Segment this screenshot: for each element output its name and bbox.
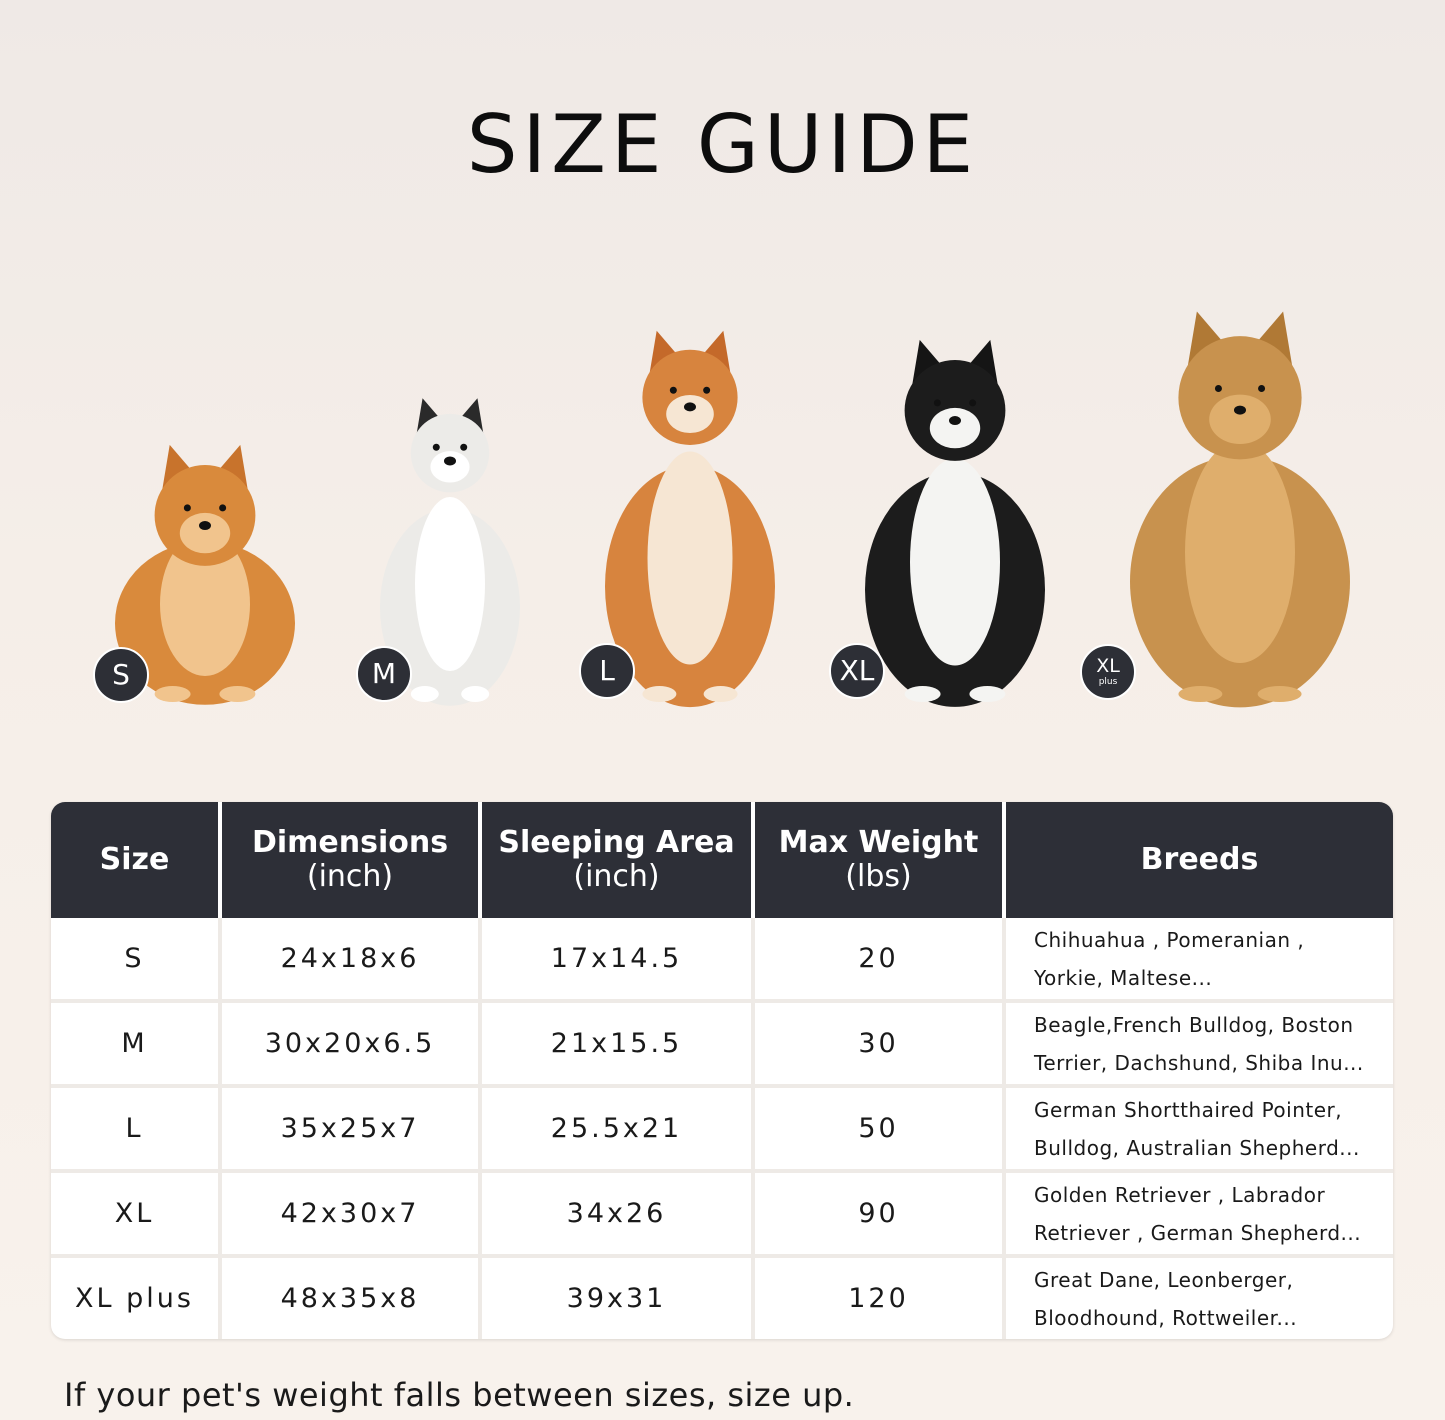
dog-0 — [115, 444, 295, 705]
table-row: XL 42x30x7 34x26 90 Golden Retriever , Labra… — [51, 1169, 1393, 1254]
cell-size: S — [51, 918, 222, 999]
column-header: Breeds — [1006, 802, 1393, 918]
table-body: S 24x18x6 17x14.5 20 Chihuahua , Pomeranian … — [51, 918, 1393, 1339]
breeds-line: Beagle,French Bulldog, Boston — [1034, 1012, 1354, 1037]
dog-3 — [865, 339, 1045, 707]
breeds-line: Retriever , German Shepherd... — [1034, 1220, 1362, 1245]
cell-max-weight: 50 — [755, 1084, 1006, 1169]
column-header: Dimensions (inch) — [222, 802, 482, 918]
breeds-line: Golden Retriever , Labrador — [1034, 1182, 1326, 1207]
cell-breeds: Beagle,French Bulldog, Boston Terrier, Da… — [1006, 999, 1393, 1084]
header-line: Breeds — [1140, 841, 1259, 877]
table-row: M 30x20x6.5 21x15.5 30 Beagle,French Bulldog… — [51, 999, 1393, 1084]
cell-max-weight: 90 — [755, 1169, 1006, 1254]
badge-label: M — [371, 657, 397, 690]
cell-sleeping-area: 21x15.5 — [482, 999, 755, 1084]
cell-dimensions: 24x18x6 — [222, 918, 482, 999]
cell-dimensions: 48x35x8 — [222, 1254, 482, 1339]
breeds-line: Terrier, Dachshund, Shiba Inu... — [1034, 1050, 1364, 1075]
dog-4 — [1130, 311, 1350, 708]
size-badge: M — [356, 646, 412, 702]
table-header-row: Size Dimensions (inch) Sleeping Area (inch) M… — [51, 802, 1393, 918]
breeds-line: Bloodhound, Rottweiler... — [1034, 1305, 1298, 1330]
size-badge: S — [93, 647, 149, 703]
cell-size: XL — [51, 1169, 222, 1254]
cell-breeds: Golden Retriever , Labrador Retriever , G… — [1006, 1169, 1393, 1254]
cell-dimensions: 42x30x7 — [222, 1169, 482, 1254]
badge-sublabel: plus — [1098, 677, 1118, 687]
breeds-line: Chihuahua , Pomeranian , — [1034, 927, 1305, 952]
badge-label: XL — [839, 654, 875, 687]
dog-1 — [380, 398, 520, 706]
size-badge: XL plus — [1080, 644, 1136, 700]
dog-2 — [605, 330, 775, 708]
cell-size: L — [51, 1084, 222, 1169]
cell-sleeping-area: 39x31 — [482, 1254, 755, 1339]
size-badge: L — [579, 643, 635, 699]
cell-max-weight: 120 — [755, 1254, 1006, 1339]
size-table: Size Dimensions (inch) Sleeping Area (inch) M… — [51, 802, 1393, 1339]
breeds-line: Bulldog, Australian Shepherd... — [1034, 1135, 1360, 1160]
cell-max-weight: 30 — [755, 999, 1006, 1084]
header-line: Dimensions — [251, 824, 449, 860]
header-unit: (inch) — [573, 859, 660, 894]
table-row: L 35x25x7 25.5x21 50 German Shortthaired Poi… — [51, 1084, 1393, 1169]
header-unit: (inch) — [306, 859, 394, 894]
cell-breeds: Great Dane, Leonberger, Bloodhound, Rottw… — [1006, 1254, 1393, 1339]
cell-sleeping-area: 25.5x21 — [482, 1084, 755, 1169]
badge-label: L — [599, 654, 615, 687]
breeds-line: German Shortthaired Pointer, — [1034, 1097, 1343, 1122]
badge-label: XL — [1096, 655, 1120, 677]
header-line: Max Weight — [778, 824, 979, 860]
column-header: Sleeping Area (inch) — [482, 802, 755, 918]
breeds-line: Yorkie, Maltese... — [1034, 965, 1213, 990]
cell-dimensions: 35x25x7 — [222, 1084, 482, 1169]
table-row: XL plus 48x35x8 39x31 120 Great Dane, Leonbe… — [51, 1254, 1393, 1339]
badge-label: S — [112, 658, 130, 691]
column-header: Size — [51, 802, 222, 918]
size-badge: XL — [829, 643, 885, 699]
cell-size: M — [51, 999, 222, 1084]
cell-size: XL plus — [51, 1254, 222, 1339]
cell-sleeping-area: 34x26 — [482, 1169, 755, 1254]
page-title: SIZE GUIDE — [466, 98, 979, 191]
sizing-note: If your pet's weight falls between sizes… — [64, 1376, 855, 1414]
cell-breeds: Chihuahua , Pomeranian , Yorkie, Maltese.… — [1006, 918, 1393, 999]
cell-max-weight: 20 — [755, 918, 1006, 999]
column-header: Max Weight (lbs) — [755, 802, 1006, 918]
cell-breeds: German Shortthaired Pointer, Bulldog, Aus… — [1006, 1084, 1393, 1169]
header-line: Sleeping Area — [498, 824, 735, 860]
header-unit: (lbs) — [845, 859, 912, 894]
breeds-line: Great Dane, Leonberger, — [1034, 1267, 1294, 1292]
cell-dimensions: 30x20x6.5 — [222, 999, 482, 1084]
dog-illustrations — [115, 311, 1350, 708]
cell-sleeping-area: 17x14.5 — [482, 918, 755, 999]
table-row: S 24x18x6 17x14.5 20 Chihuahua , Pomeranian … — [51, 918, 1393, 999]
header-line: Size — [99, 841, 170, 877]
